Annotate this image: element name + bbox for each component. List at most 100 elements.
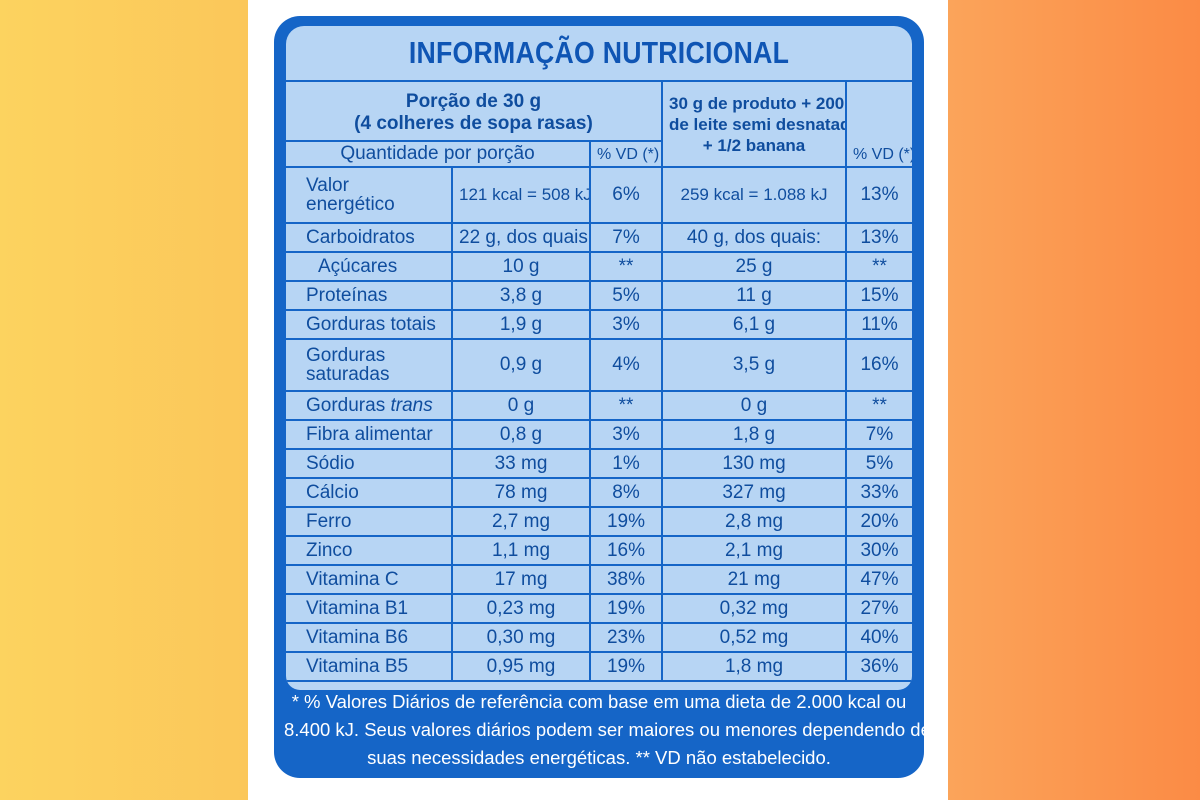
nutrient-name-line1: Valor [306,175,349,196]
portion-value: 0,30 mg [451,622,591,653]
vd-header-2: % VD (*) [845,80,912,168]
nutrient-name: Sódio [286,448,453,479]
combo-vd: 36% [845,651,912,682]
quantity-per-portion-header: Quantidade por porção [286,140,591,168]
table-row: Vitamina B1 0,23 mg 19% 0,32 mg 27% [286,593,912,624]
combo-value: 6,1 g [661,309,847,340]
table-row: Cálcio 78 mg 8% 327 mg 33% [286,477,912,508]
table-subheader-row: Quantidade por porção % VD (*) [286,140,912,168]
combo-value: 11 g [661,280,847,311]
combo-value: 3,5 g [661,338,847,392]
nutrition-label-panel: INFORMAÇÃO NUTRICIONAL Porção de 30 g (4… [286,26,912,690]
nutrient-name-line1: Gorduras [306,345,386,366]
nutrient-name: Proteínas [286,280,453,311]
portion-vd: 19% [589,593,663,624]
portion-value: 0,9 g [451,338,591,392]
table-row: Zinco 1,1 mg 16% 2,1 mg 30% [286,535,912,566]
table-row: Vitamina C 17 mg 38% 21 mg 47% [286,564,912,595]
table-row: Gorduras trans 0 g ** 0 g ** [286,390,912,421]
nutrient-name: Fibra alimentar [286,419,453,450]
portion-vd: 7% [589,222,663,253]
combo-value: 259 kcal = 1.088 kJ [661,166,847,224]
nutrient-name: Cálcio [286,477,453,508]
table-row: Ferro 2,7 mg 19% 2,8 mg 20% [286,506,912,537]
combo-value: 130 mg [661,448,847,479]
combo-vd: 40% [845,622,912,653]
portion-vd: 4% [589,338,663,392]
combo-line-1: 30 g de produto + 200 ml [669,93,845,113]
combo-vd: ** [845,390,912,421]
portion-value: 0,95 mg [451,651,591,682]
table-row: Fibra alimentar 0,8 g 3% 1,8 g 7% [286,419,912,450]
table-row: Valor energético 121 kcal = 508 kJ 6% 25… [286,166,912,224]
table-row: Vitamina B6 0,30 mg 23% 0,52 mg 40% [286,622,912,653]
combo-vd: 13% [845,222,912,253]
nutrient-name: Vitamina B6 [286,622,453,653]
nutrient-name: Gorduras trans [286,390,453,421]
portion-header: Porção de 30 g (4 colheres de sopa rasas… [286,80,663,142]
combo-vd: 11% [845,309,912,340]
combo-line-2: de leite semi desnatado [669,114,846,134]
portion-value: 10 g [451,251,591,282]
portion-vd: 23% [589,622,663,653]
nutrient-name-line2: energético [306,194,395,215]
portion-value: 121 kcal = 508 kJ [451,166,591,224]
portion-vd: ** [589,390,663,421]
combo-vd: 47% [845,564,912,595]
nutrient-name: Açúcares [286,251,453,282]
portion-vd: 38% [589,564,663,595]
portion-vd: 5% [589,280,663,311]
table-row: Vitamina B5 0,95 mg 19% 1,8 mg 36% [286,651,912,682]
combo-value: 25 g [661,251,847,282]
combo-value: 1,8 g [661,419,847,450]
combo-vd: ** [845,251,912,282]
footnote-line-2: 8.400 kJ. Seus valores diários podem ser… [284,719,931,740]
footnote: * % Valores Diários de referência com ba… [284,688,931,772]
nutrient-name: Vitamina C [286,564,453,595]
nutrition-label: INFORMAÇÃO NUTRICIONAL Porção de 30 g (4… [274,16,931,778]
table-row: Açúcares 10 g ** 25 g ** [286,251,912,282]
combo-vd: 33% [845,477,912,508]
right-gradient-background [948,0,1200,800]
combo-vd: 15% [845,280,912,311]
combo-value: 21 mg [661,564,847,595]
portion-value: 2,7 mg [451,506,591,537]
combo-value: 2,8 mg [661,506,847,537]
portion-vd: 3% [589,309,663,340]
portion-value: 0,8 g [451,419,591,450]
combo-header: 30 g de produto + 200 ml de leite semi d… [661,80,847,168]
portion-value: 17 mg [451,564,591,595]
footnote-line-1: * % Valores Diários de referência com ba… [291,691,907,712]
left-gradient-background [0,0,248,800]
table-header-row: Porção de 30 g (4 colheres de sopa rasas… [286,80,912,168]
portion-vd: ** [589,251,663,282]
combo-vd: 7% [845,419,912,450]
nutrient-name: Ferro [286,506,453,537]
footnote-line-3: suas necessidades energéticas. ** VD não… [367,747,831,768]
portion-value: 22 g, dos quais: [451,222,591,253]
portion-value: 1,9 g [451,309,591,340]
combo-value: 0,32 mg [661,593,847,624]
nutrient-name: Vitamina B1 [286,593,453,624]
vd-header-1: % VD (*) [589,140,662,168]
nutrient-name-text: Gorduras [306,394,386,416]
portion-vd: 6% [589,166,663,224]
combo-value: 0 g [661,390,847,421]
combo-value: 2,1 mg [661,535,847,566]
combo-vd: 16% [845,338,912,392]
combo-vd: 30% [845,535,912,566]
portion-value: 0,23 mg [451,593,591,624]
portion-value: 33 mg [451,448,591,479]
portion-vd: 3% [589,419,663,450]
combo-vd: 13% [845,166,912,224]
table-row: Gorduras totais 1,9 g 3% 6,1 g 11% [286,309,912,340]
table-row: Sódio 33 mg 1% 130 mg 5% [286,448,912,479]
portion-size-label: Porção de 30 g [405,90,542,112]
portion-vd: 16% [589,535,663,566]
portion-value: 0 g [451,390,591,421]
portion-vd: 19% [589,651,663,682]
portion-vd: 19% [589,506,663,537]
nutrient-name-italic: trans [390,394,433,416]
nutrition-table: Porção de 30 g (4 colheres de sopa rasas… [286,80,912,682]
label-title: INFORMAÇÃO NUTRICIONAL [408,35,790,70]
